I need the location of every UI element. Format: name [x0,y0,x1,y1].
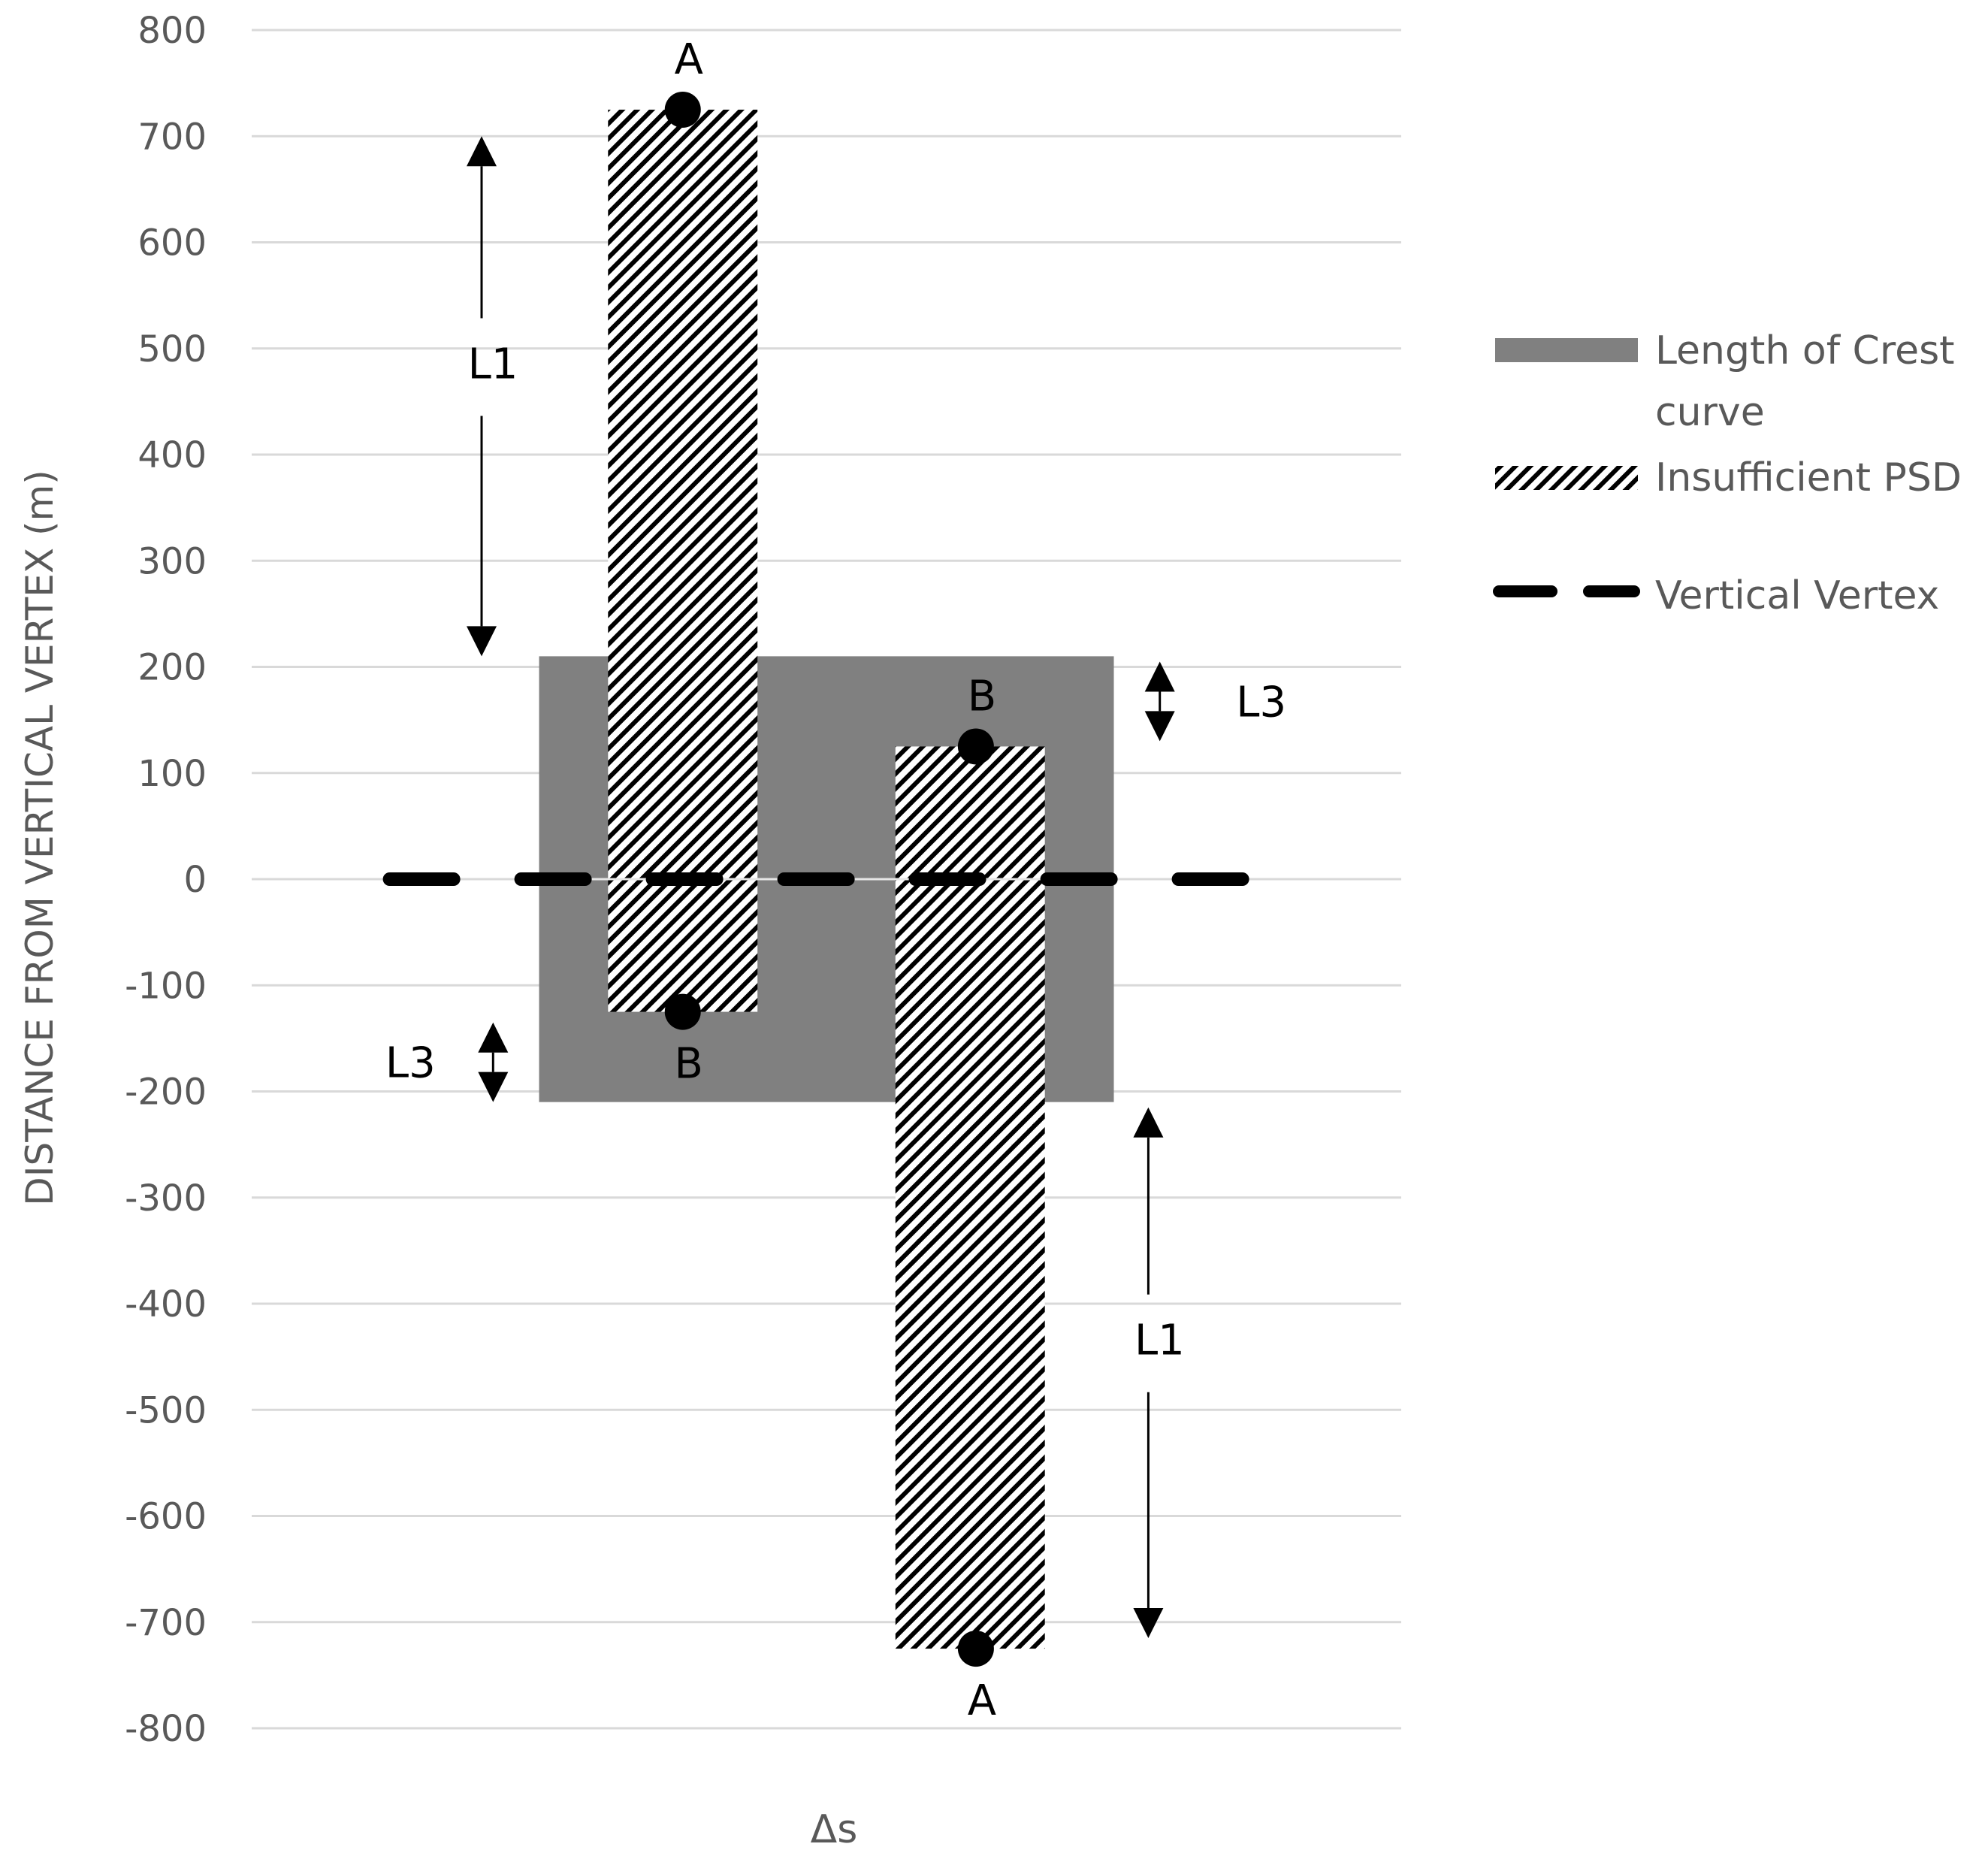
y-tick-label: 400 [137,434,207,476]
legend: Length of Crest curve Insufficient PSD Vert… [1493,328,1962,618]
arrow-head-down [478,1072,509,1102]
legend-label: Insufficient PSD [1655,455,1962,500]
annotation-arrows: L1 L3 L3 L1 [385,136,1286,1638]
y-tick-label: -800 [125,1708,207,1750]
axis-labels: DISTANCE FROM VERTICAL VERTEX (m) Δs 800… [18,10,857,1852]
point-marker [664,91,701,128]
legend-label: curve [1655,390,1765,435]
legend-label: Vertical Vertex [1655,573,1939,618]
insufficient-psd-bar [895,746,1045,1649]
dimension-arrow: L3 [1144,661,1286,742]
y-tick-label: 100 [137,753,207,795]
dimension-label: L1 [1134,1316,1185,1365]
y-tick-label: 700 [137,116,207,158]
x-axis-label: Δs [811,1807,858,1852]
gridlines [252,29,1401,1730]
dimension-label: L3 [385,1039,436,1088]
dimension-arrow: L1 [1133,1107,1185,1638]
y-tick-label: -500 [125,1389,207,1431]
dimension-label: L3 [1236,678,1286,727]
y-tick-label: -600 [125,1496,207,1538]
point-markers: A B B A [664,35,996,1725]
point-label: B [968,672,996,721]
y-tick-label: 800 [137,10,207,52]
arrow-head-down [1144,711,1175,742]
point-marker [664,993,701,1030]
dimension-arrow: L1 [467,136,518,657]
point-marker [957,728,994,765]
y-tick-label: 600 [137,222,207,264]
y-tick-label: 300 [137,540,207,582]
y-tick-label: 200 [137,647,207,689]
point-label: A [968,1676,996,1725]
point-label: B [675,1040,703,1089]
y-axis-label: DISTANCE FROM VERTICAL VERTEX (m) [18,470,62,1206]
point-label: A [675,35,703,84]
dimension-arrow: L3 [385,1022,509,1102]
legend-swatch-crest [1495,338,1638,362]
y-tick-label: -300 [125,1177,207,1220]
arrow-head-down [467,626,497,657]
y-tick-label: 0 [183,859,207,901]
arrow-head-up [467,136,497,167]
arrow-head-down [1133,1607,1164,1638]
y-tick-label: -700 [125,1602,207,1644]
y-tick-label: -200 [125,1072,207,1114]
dimension-label: L1 [468,340,518,388]
legend-label: Length of Crest [1655,328,1955,373]
y-tick-label: 500 [137,328,207,370]
arrow-head-up [1144,661,1175,692]
arrow-head-up [478,1022,509,1053]
y-tick-label: -400 [125,1283,207,1325]
legend-swatch-psd [1495,466,1638,490]
y-tick-label: -100 [125,965,207,1007]
point-marker [957,1631,994,1667]
insufficient-psd-bar [608,109,758,1012]
arrow-head-up [1133,1107,1164,1138]
